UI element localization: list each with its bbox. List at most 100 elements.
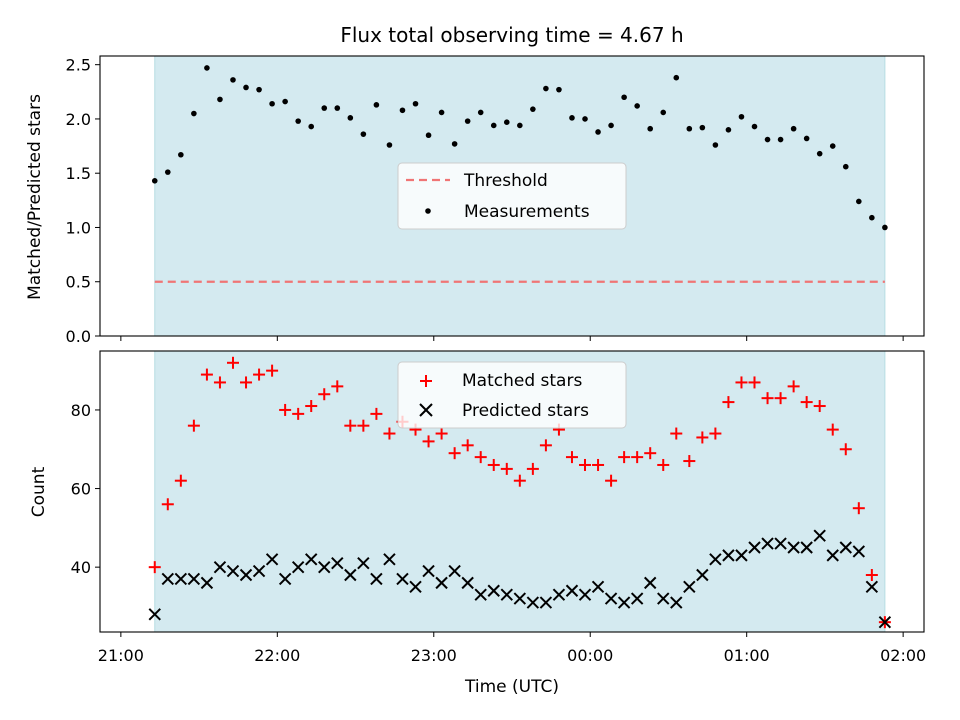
predicted-marker-b xyxy=(278,572,292,586)
predicted-star-point xyxy=(513,592,527,605)
axes-frame xyxy=(99,350,925,633)
y-tick-label: 40 xyxy=(71,558,91,577)
predicted-marker-b xyxy=(435,576,448,590)
x-axis-label: Time (UTC) xyxy=(464,677,559,697)
matched-star-point xyxy=(696,431,709,444)
measurement-point xyxy=(686,125,693,132)
y-tick-label: 2.5 xyxy=(66,56,91,75)
predicted-marker-b xyxy=(630,592,644,605)
predicted-star-point xyxy=(604,592,618,605)
measurement-point xyxy=(490,122,497,129)
predicted-star-point xyxy=(383,553,396,566)
predicted-marker-b xyxy=(826,549,839,562)
legend-bottom: Matched stars Predicted stars xyxy=(397,361,627,429)
measurement-point xyxy=(373,102,380,108)
predicted-star-point xyxy=(331,557,344,570)
measurement-point xyxy=(882,224,888,231)
predicted-marker-b xyxy=(578,588,592,601)
predicted-marker-b xyxy=(357,557,370,570)
measurement-point xyxy=(660,109,667,116)
predicted-star-point xyxy=(252,564,266,578)
matched-star-point xyxy=(240,376,253,389)
predicted-star-point xyxy=(748,541,761,554)
predicted-star-point xyxy=(630,592,644,605)
predicted-star-point xyxy=(487,584,500,597)
predicted-marker-b xyxy=(748,541,761,554)
measurement-point xyxy=(790,125,797,132)
measurement-point xyxy=(308,123,315,130)
predicted-marker-b xyxy=(370,572,383,586)
x-tick-label: 00:00 xyxy=(567,646,613,665)
predicted-marker-b xyxy=(461,576,474,590)
measurement-point xyxy=(816,150,823,157)
matched-star-point xyxy=(722,396,735,409)
matched-star-point xyxy=(383,427,396,440)
matched-star-point xyxy=(670,427,683,440)
predicted-star-point xyxy=(761,537,774,550)
predicted-star-point xyxy=(174,572,188,586)
measurement-point xyxy=(842,163,849,170)
measurement-point xyxy=(517,122,523,129)
measurement-point xyxy=(647,125,654,132)
measurement-point xyxy=(738,113,745,120)
matched-star-point xyxy=(644,447,657,460)
y-tick-label: 0.5 xyxy=(66,273,91,292)
predicted-marker-b xyxy=(617,596,631,609)
legend-predicted-label: Predicted stars xyxy=(462,401,589,421)
matched-star-point xyxy=(709,427,722,440)
x-tick-label: 01:00 xyxy=(724,646,770,665)
measurement-point xyxy=(582,116,588,122)
measurement-point xyxy=(751,123,758,130)
matched-star-point xyxy=(865,569,878,582)
matched-star-point xyxy=(487,458,500,471)
measurement-point xyxy=(803,135,810,142)
y-tick-label: 1.5 xyxy=(66,164,91,183)
predicted-star-point xyxy=(474,588,487,601)
predicted-marker-b xyxy=(344,568,357,582)
measurement-point xyxy=(256,86,262,93)
ratio-panel: 0.0 0.5 1.0 1.5 2.0 2.5 Threshold Measurements xyxy=(66,55,925,346)
matched-star-point xyxy=(266,364,279,377)
measurement-point xyxy=(412,100,419,107)
legend-threshold-label: Threshold xyxy=(463,171,548,191)
predicted-star-point xyxy=(148,608,161,621)
measurement-point xyxy=(151,178,158,184)
measurement-point xyxy=(621,94,627,101)
predicted-marker-b xyxy=(487,584,500,597)
measurement-point xyxy=(464,118,471,124)
predicted-marker-b xyxy=(787,541,800,554)
legend-matched-label: Matched stars xyxy=(462,371,582,391)
y-tick-label: 0.0 xyxy=(66,327,91,346)
predicted-star-point xyxy=(552,588,566,601)
matched-star-point xyxy=(461,439,474,452)
y-tick-label: 1.0 xyxy=(66,218,91,237)
measurement-point xyxy=(712,142,719,148)
predicted-star-point xyxy=(787,541,800,554)
measurement-point xyxy=(569,115,575,121)
predicted-marker-b xyxy=(565,584,579,597)
predicted-marker-b xyxy=(200,576,214,590)
predicted-marker-b xyxy=(865,580,879,594)
matched-star-point xyxy=(513,474,526,487)
matched-star-point xyxy=(852,502,865,515)
matched-star-point xyxy=(657,458,670,471)
measurement-point xyxy=(869,214,875,221)
y-tick-label: 60 xyxy=(71,480,91,499)
predicted-star-point xyxy=(422,564,435,578)
predicted-star-point xyxy=(670,596,683,609)
measurement-point xyxy=(295,118,301,124)
matched-star-point xyxy=(592,458,605,471)
matched-star-point xyxy=(526,462,539,475)
matched-star-point xyxy=(226,356,239,369)
legend-predicted-swatch-b xyxy=(419,403,433,417)
matched-star-point xyxy=(305,400,318,413)
predicted-star-point xyxy=(370,572,383,586)
predicted-star-point xyxy=(344,568,357,582)
measurement-point xyxy=(777,136,784,143)
matched-star-point xyxy=(761,392,774,405)
predicted-marker-b xyxy=(409,580,422,594)
measurement-point xyxy=(178,151,184,158)
predicted-marker-b xyxy=(187,572,201,586)
predicted-marker-b xyxy=(161,572,175,586)
measurement-point xyxy=(595,129,601,135)
